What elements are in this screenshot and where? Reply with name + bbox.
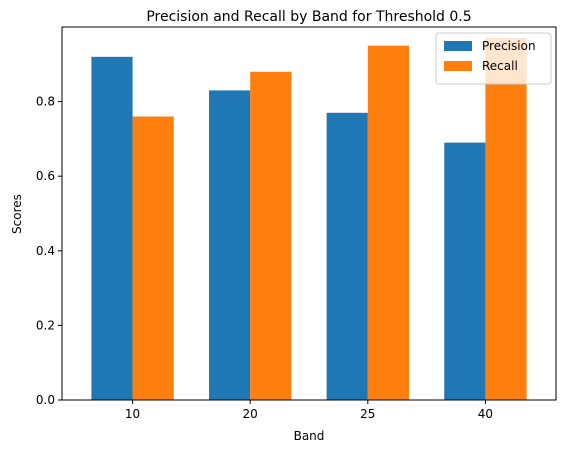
legend: Precision Recall — [435, 32, 552, 85]
x-tick-label: 20 — [243, 407, 258, 421]
bar-precision-25 — [326, 112, 368, 400]
bar-recall-20 — [250, 71, 292, 400]
legend-label-recall: Recall — [482, 59, 518, 73]
x-tick-label: 40 — [478, 407, 493, 421]
y-tick-label: 0.4 — [36, 244, 55, 258]
plot-area-frame — [61, 26, 557, 401]
y-tick-label: 0.8 — [36, 95, 55, 109]
bar-recall-10 — [132, 116, 174, 401]
legend-label-precision: Precision — [482, 39, 536, 53]
chart-title: Precision and Recall by Band for Thresho… — [146, 9, 471, 25]
legend-swatch-precision — [444, 41, 472, 51]
bar-recall-25 — [367, 45, 409, 401]
bar-precision-10 — [91, 56, 133, 401]
bar-precision-40 — [444, 142, 486, 400]
x-axis-label: Band — [294, 429, 325, 443]
x-tick-label: 10 — [125, 407, 140, 421]
legend-swatch-recall — [444, 61, 472, 71]
y-tick-label: 0.2 — [36, 318, 55, 332]
y-axis-label: Scores — [10, 194, 24, 234]
x-tick-label: 25 — [360, 407, 375, 421]
y-tick-label: 0.6 — [36, 169, 55, 183]
bar-precision-20 — [209, 90, 251, 400]
bar-recall-40 — [485, 38, 527, 400]
y-tick-label: 0.0 — [36, 393, 55, 407]
